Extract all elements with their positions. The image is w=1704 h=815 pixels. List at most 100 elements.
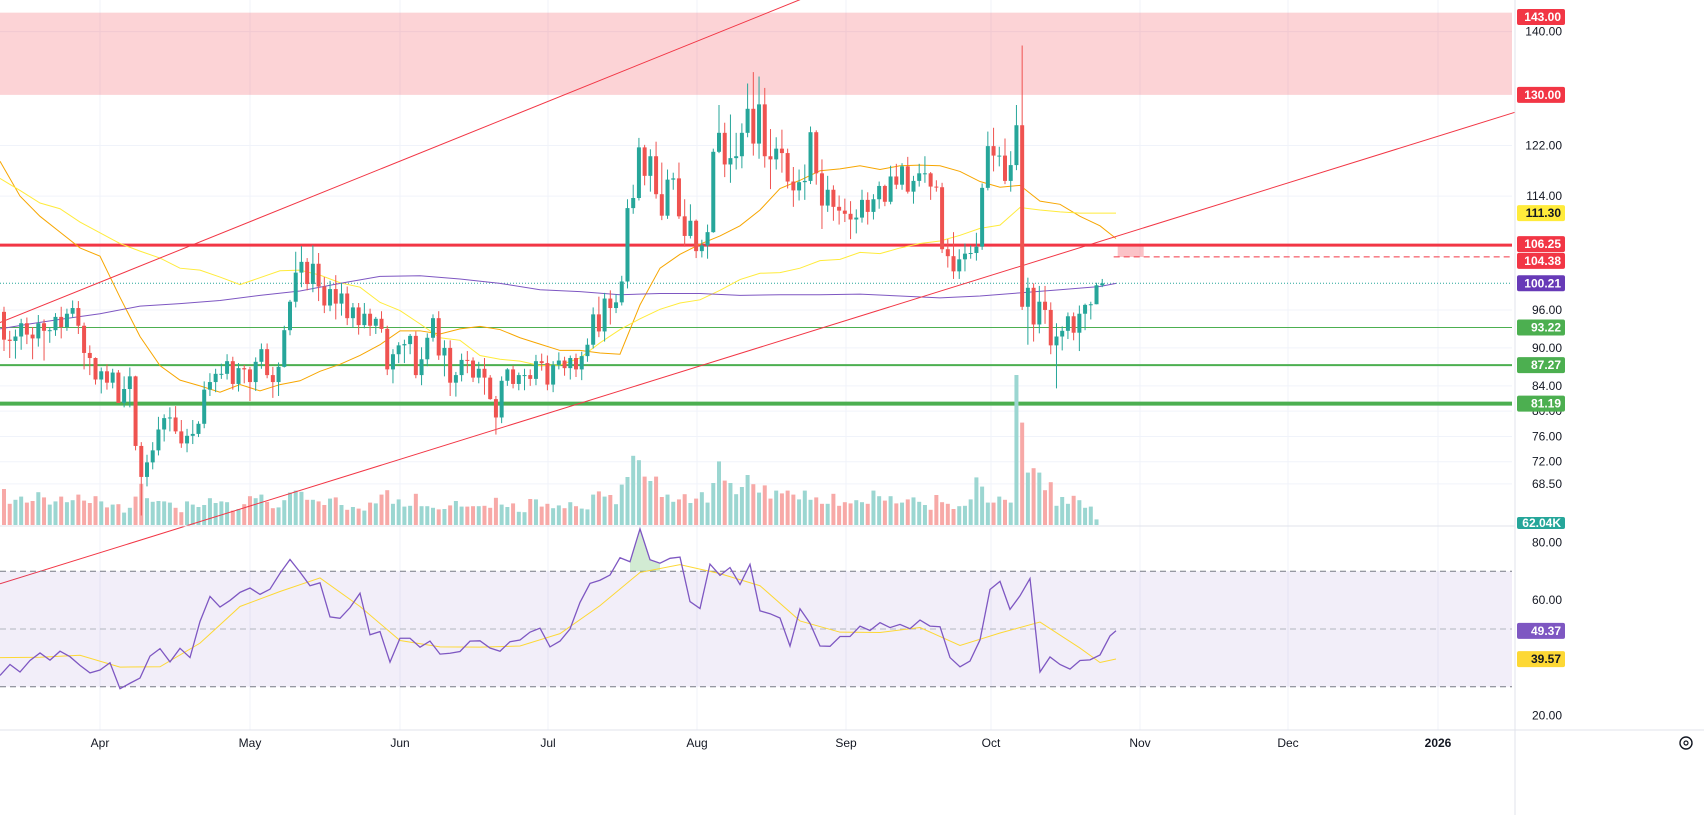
volume-badge-bg [1517,517,1565,529]
volume-bar [968,499,973,525]
candle-body [877,185,882,200]
candle-body [253,361,258,383]
volume-bar [802,490,807,525]
volume-bar [688,503,693,525]
volume-bar [339,505,344,525]
volume-bar [751,484,756,525]
volume-bar [1037,472,1042,525]
x-tick-label: Oct [982,736,1001,750]
volume-bar [877,496,882,525]
volume-bar [928,509,933,525]
candle-body [757,104,762,144]
price-badge-bg [1517,236,1565,253]
volume-bar [345,509,350,525]
candle-body [476,368,481,378]
price-badge-r143: 143.00 [1517,9,1565,25]
candle-body [282,330,287,367]
volume-bar [1060,497,1065,525]
candle-body [1060,330,1065,337]
candle-body [751,108,756,144]
candle-body [654,156,659,195]
volume-bar [76,494,81,525]
volume-bar [213,503,218,525]
volume-bar [207,498,212,525]
volume-bar [791,494,796,525]
volume-bar [368,502,373,525]
candle-body [1071,316,1076,333]
volume-bar [814,497,819,525]
volume-bar [288,492,292,525]
volume-bar [940,502,945,525]
candle-body [934,186,939,188]
volume-bar [259,494,264,525]
volume-bar [310,499,315,525]
candle-body [13,336,18,341]
volume-bar [362,510,367,525]
y-tick-label: 68.50 [1532,477,1562,491]
candle-body [579,356,584,370]
volume-bar [110,504,115,525]
volume-bar [413,493,418,525]
candle-body [945,249,950,257]
candle-body [574,358,578,370]
volume-bar [511,503,516,525]
volume-bar [705,502,710,525]
volume-bar [390,503,395,525]
candle-body [940,187,945,250]
volume-bar [230,510,235,525]
candle-body [991,146,996,156]
volume-bar [625,477,630,525]
candle-body [19,323,24,337]
candle-body [288,301,292,331]
volume-bar [202,505,207,525]
volume-bar [694,498,699,525]
candle-body [648,156,653,176]
price-badge-label: 93.22 [1531,321,1561,335]
volume-bar [145,498,149,525]
rsi-ma-label: 39.57 [1531,652,1561,666]
volume-bar [1048,482,1053,525]
volume-bar [19,496,24,525]
volume-bar [242,504,247,525]
price-badge-bg [1517,357,1565,374]
price-badge-label: 87.27 [1531,358,1561,372]
y-tick-label: 90.00 [1532,341,1562,355]
volume-bar [905,499,910,525]
volume-bar [419,506,424,525]
candle-body [350,307,355,319]
candle-body [522,375,527,377]
candle-body [190,433,195,436]
volume-bar [104,507,109,525]
candle-body [625,208,630,282]
rsi-ma-badge: 39.57 [1517,651,1565,668]
volume-bar [493,497,498,525]
candle-body [831,189,836,207]
candle-body [957,259,962,272]
candle-body [36,323,41,339]
candle-body [791,181,796,191]
candle-body [64,313,69,328]
volume-bar [654,476,659,525]
candle-body [608,298,613,309]
candle-body [636,147,641,198]
candle-body [225,361,230,374]
price-badge-s87: 87.27 [1517,357,1565,374]
volume-bar [533,499,538,525]
candle-body [213,373,218,383]
volume-bar [1083,507,1088,525]
candle-body [642,147,647,176]
settings-icon[interactable] [1679,736,1693,750]
volume-bar [396,499,401,525]
candle-body [802,180,807,183]
volume-bar [574,506,578,525]
candle-body [602,298,607,332]
volume-bar [30,501,35,525]
resistance-zone [0,12,1512,95]
candle-body [196,423,201,434]
price-badge-r104: 104.38 [1517,252,1565,269]
volume-bar [453,501,458,525]
volume-bar [556,505,561,525]
candle-body [745,108,750,133]
candle-body [373,318,378,326]
